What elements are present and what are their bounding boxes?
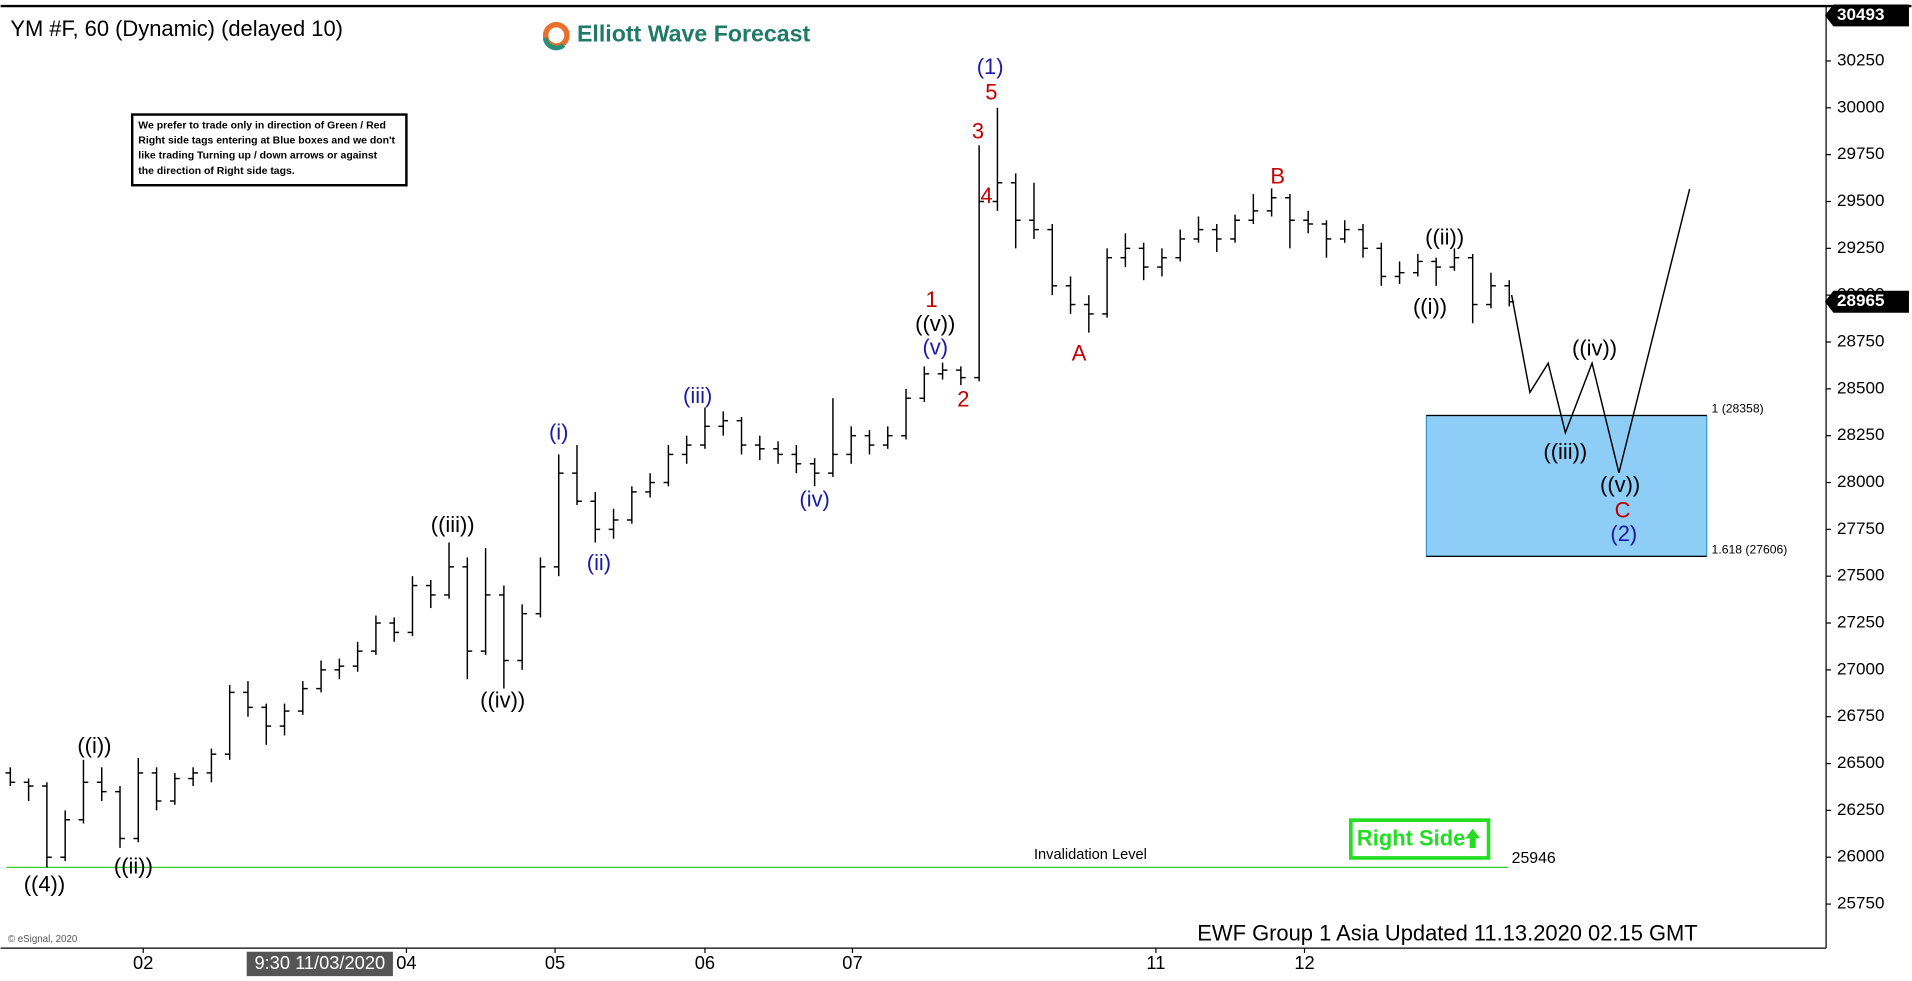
last-price-tag (1824, 290, 1909, 313)
y-tick-label: 27000 (1837, 659, 1884, 678)
wave-label: (iv) (799, 487, 829, 512)
price-tag-label: 30493 (1837, 5, 1884, 24)
y-tick-label: 30000 (1837, 97, 1884, 116)
cursor-label: 9:30 11/03/2020 (254, 952, 385, 973)
y-tick-label: 30250 (1837, 50, 1884, 69)
wave-label: ((ii)) (114, 853, 153, 878)
chart-title: YM #F, 60 (Dynamic) (delayed 10) (10, 16, 343, 41)
y-tick-label: 26500 (1837, 753, 1884, 772)
y-tick-label: 28500 (1837, 378, 1884, 397)
wave-label: ((v)) (1600, 472, 1640, 497)
last-price-label: 28965 (1837, 291, 1884, 310)
y-tick-label: 26250 (1837, 800, 1884, 819)
wave-label: 3 (972, 119, 984, 144)
wave-label: A (1072, 340, 1087, 365)
y-tick-label: 28750 (1837, 332, 1884, 351)
wave-label: 1 (926, 287, 938, 312)
logo-icon (542, 37, 566, 51)
y-tick-label: 27750 (1837, 519, 1884, 538)
y-tick-label: 28000 (1837, 472, 1884, 491)
x-tick-label: 04 (396, 952, 416, 973)
invalidation-value: 25946 (1512, 850, 1556, 867)
notice-line: Right side tags entering at Blue boxes a… (138, 136, 395, 147)
cursor-box (246, 951, 393, 977)
x-tick-label: 12 (1294, 952, 1314, 973)
y-tick-label: 28250 (1837, 425, 1884, 444)
y-tick-label: 29500 (1837, 191, 1884, 210)
notice-box (130, 113, 408, 187)
wave-label: ((i)) (1413, 294, 1447, 319)
wave-label: (i) (549, 420, 568, 445)
logo: Elliott Wave Forecast (542, 20, 810, 51)
x-tick-label: 11 (1146, 952, 1165, 973)
wave-label: (1) (977, 54, 1004, 79)
wave-label: (2) (1610, 521, 1637, 546)
notice-line: the direction of Right side tags. (138, 166, 295, 177)
wave-label: (v) (923, 334, 949, 359)
y-tick-label: 29750 (1837, 144, 1884, 163)
x-tick-label: 05 (545, 952, 565, 973)
wave-label: ((v)) (915, 311, 955, 336)
wave-label: ((ii)) (1425, 225, 1464, 250)
y-tick-label: 26750 (1837, 706, 1884, 725)
zone-label: 1 (28358) (1712, 402, 1764, 416)
wave-label: ((4)) (24, 872, 65, 897)
wave-label: 2 (957, 387, 969, 412)
right-side-arrow (1465, 828, 1481, 849)
wave-label: ((i)) (77, 733, 111, 758)
y-tick-label: 29250 (1837, 238, 1884, 257)
wave-label: (ii) (587, 550, 611, 575)
wave-label: ((iii)) (431, 512, 475, 537)
wave-label: C (1615, 498, 1631, 523)
y-tick-label: 26000 (1837, 847, 1884, 866)
wave-label: ((iv)) (480, 688, 525, 713)
wave-label: (iii) (683, 383, 712, 408)
copyright: © eSignal, 2020 (8, 934, 78, 945)
logo-icon (548, 27, 565, 44)
x-tick-label: 02 (133, 952, 153, 973)
right-side-label: Right Side (1357, 825, 1465, 850)
projection-line (1510, 188, 1691, 473)
invalidation-label: Invalidation Level (1034, 847, 1147, 863)
x-tick-label: 07 (842, 952, 862, 973)
notice-line: like trading Turning up / down arrows or… (138, 151, 377, 162)
wave-label: ((iii)) (1543, 439, 1587, 464)
wave-label: ((iv)) (1572, 336, 1617, 361)
notice-line: We prefer to trade only in direction of … (138, 120, 386, 131)
y-tick-label: 27250 (1837, 613, 1884, 632)
price-tag (1824, 4, 1909, 27)
wave-label: 4 (980, 183, 992, 208)
x-tick-label: 06 (695, 952, 715, 973)
brand: Elliott Wave Forecast (577, 20, 810, 46)
zone-label: 1.618 (27606) (1712, 542, 1788, 556)
wave-label: B (1270, 164, 1285, 189)
right-side-box (1349, 818, 1491, 860)
notice: We prefer to trade only in direction of … (138, 120, 395, 177)
y-tick-label: 25750 (1837, 894, 1884, 913)
target-zone (1425, 414, 1708, 557)
footer: EWF Group 1 Asia Updated 11.13.2020 02.1… (1197, 920, 1697, 945)
y-tick-label: 27500 (1837, 566, 1884, 585)
wave-label: 5 (985, 80, 997, 105)
